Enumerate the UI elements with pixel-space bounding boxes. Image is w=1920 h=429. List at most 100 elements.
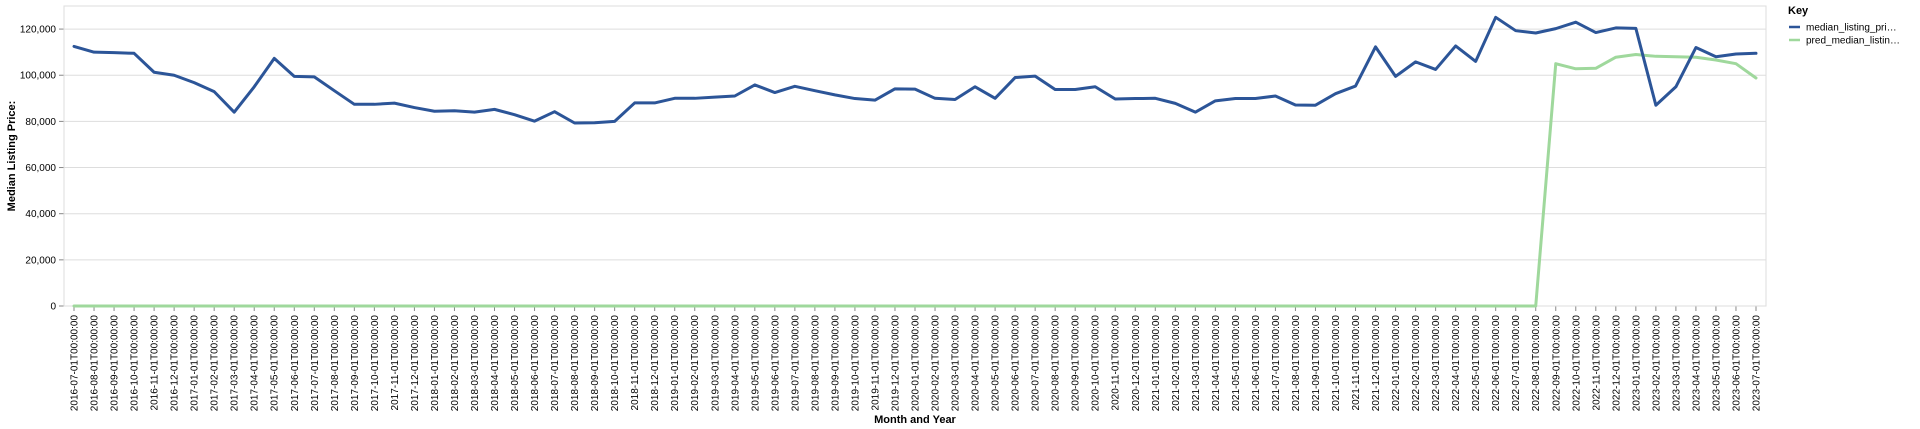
x-tick-label: 2019-04-01T00:00:00	[730, 315, 741, 412]
x-tick-label: 2020-12-01T00:00:00	[1131, 315, 1142, 412]
x-tick-label: 2022-04-01T00:00:00	[1451, 315, 1462, 412]
x-tick-label: 2019-05-01T00:00:00	[750, 315, 761, 412]
legend-label: pred_median_listin…	[1806, 36, 1900, 47]
x-tick-label: 2016-11-01T00:00:00	[150, 315, 161, 411]
x-tick-label: 2022-07-01T00:00:00	[1511, 315, 1522, 412]
x-tick-label: 2016-12-01T00:00:00	[170, 315, 181, 412]
x-tick-label: 2017-08-01T00:00:00	[330, 315, 341, 412]
x-tick-label: 2021-04-01T00:00:00	[1211, 315, 1222, 412]
plot-frame	[63, 5, 1767, 307]
x-tick-label: 2020-07-01T00:00:00	[1031, 315, 1042, 412]
x-tick-label: 2022-10-01T00:00:00	[1571, 315, 1582, 412]
x-tick-label: 2020-03-01T00:00:00	[951, 315, 962, 412]
x-tick-label: 2020-02-01T00:00:00	[931, 315, 942, 412]
x-tick-label: 2022-03-01T00:00:00	[1431, 315, 1442, 412]
x-tick-label: 2022-11-01T00:00:00	[1591, 315, 1602, 411]
x-tick-label: 2020-11-01T00:00:00	[1111, 315, 1122, 411]
x-tick-label: 2021-05-01T00:00:00	[1231, 315, 1242, 412]
x-tick-label: 2022-09-01T00:00:00	[1551, 315, 1562, 412]
x-tick-label: 2021-11-01T00:00:00	[1351, 315, 1362, 411]
y-tick-label: 120,000	[20, 25, 57, 36]
x-tick-label: 2021-02-01T00:00:00	[1171, 315, 1182, 412]
x-tick-label: 2022-06-01T00:00:00	[1491, 315, 1502, 412]
x-axis-title: Month and Year	[874, 414, 956, 426]
x-tick-label: 2023-07-01T00:00:00	[1751, 315, 1762, 412]
x-tick-label: 2021-01-01T00:00:00	[1151, 315, 1162, 412]
x-tick-label: 2017-07-01T00:00:00	[310, 315, 321, 412]
y-tick-label: 100,000	[20, 71, 57, 82]
x-tick-label: 2019-08-01T00:00:00	[810, 315, 821, 412]
x-tick-label: 2021-03-01T00:00:00	[1191, 315, 1202, 412]
legend-label: median_listing_pri…	[1806, 23, 1897, 34]
x-tick-label: 2019-09-01T00:00:00	[830, 315, 841, 412]
x-tick-label: 2022-01-01T00:00:00	[1391, 315, 1402, 412]
x-tick-label: 2018-10-01T00:00:00	[610, 315, 621, 412]
x-tick-label: 2018-07-01T00:00:00	[550, 315, 561, 412]
x-tick-label: 2019-01-01T00:00:00	[670, 315, 681, 412]
x-tick-label: 2021-06-01T00:00:00	[1251, 315, 1262, 412]
x-tick-label: 2021-07-01T00:00:00	[1271, 315, 1282, 412]
x-tick-label: 2019-03-01T00:00:00	[710, 315, 721, 412]
x-tick-label: 2020-04-01T00:00:00	[971, 315, 982, 412]
x-tick-label: 2016-08-01T00:00:00	[90, 315, 101, 412]
x-tick-label: 2020-05-01T00:00:00	[991, 315, 1002, 412]
x-tick-label: 2017-01-01T00:00:00	[190, 315, 201, 412]
x-axis: 2016-07-01T00:00:00 2016-08-01T00:00:00 20…	[64, 305, 1766, 412]
x-tick-label: 2023-03-01T00:00:00	[1671, 315, 1682, 412]
x-tick-label: 2019-12-01T00:00:00	[890, 315, 901, 412]
x-tick-label: 2016-09-01T00:00:00	[110, 315, 121, 412]
x-tick-label: 2023-05-01T00:00:00	[1711, 315, 1722, 412]
series-line	[72, 15, 1758, 125]
x-tick-label: 2022-08-01T00:00:00	[1531, 315, 1542, 412]
x-tick-label: 2018-03-01T00:00:00	[470, 315, 481, 412]
grid-lines	[64, 28, 1766, 307]
x-tick-label: 2021-10-01T00:00:00	[1331, 315, 1342, 412]
x-tick-label: 2023-01-01T00:00:00	[1631, 315, 1642, 412]
x-tick-label: 2017-12-01T00:00:00	[410, 315, 421, 412]
x-tick-label: 2018-05-01T00:00:00	[510, 315, 521, 412]
x-tick-label: 2021-09-01T00:00:00	[1311, 315, 1322, 412]
x-tick-label: 2018-12-01T00:00:00	[650, 315, 661, 412]
x-tick-label: 2018-04-01T00:00:00	[490, 315, 501, 412]
x-tick-label: 2018-06-01T00:00:00	[530, 315, 541, 412]
legend-title: Key	[1788, 5, 1809, 17]
x-tick-label: 2019-02-01T00:00:00	[690, 315, 701, 412]
x-tick-label: 2020-10-01T00:00:00	[1091, 315, 1102, 412]
x-tick-label: 2019-06-01T00:00:00	[770, 315, 781, 412]
x-tick-label: 2016-07-01T00:00:00	[70, 315, 81, 412]
x-tick-label: 2020-09-01T00:00:00	[1071, 315, 1082, 412]
legend: Key median_listing_pri… pred_median_listi…	[1788, 5, 1900, 47]
x-tick-label: 2018-01-01T00:00:00	[430, 315, 441, 412]
x-tick-label: 2018-11-01T00:00:00	[630, 315, 641, 411]
x-tick-label: 2017-03-01T00:00:00	[230, 315, 241, 412]
x-tick-label: 2018-08-01T00:00:00	[570, 315, 581, 412]
x-tick-label: 2020-01-01T00:00:00	[911, 315, 922, 412]
x-tick-label: 2022-02-01T00:00:00	[1411, 315, 1422, 412]
y-tick-label: 60,000	[25, 163, 56, 174]
x-tick-label: 2023-02-01T00:00:00	[1651, 315, 1662, 412]
y-tick-label: 40,000	[25, 209, 56, 220]
y-tick-label: 0	[50, 302, 56, 313]
x-tick-label: 2018-02-01T00:00:00	[450, 315, 461, 412]
x-tick-label: 2019-07-01T00:00:00	[790, 315, 801, 412]
x-tick-label: 2017-09-01T00:00:00	[350, 315, 361, 412]
x-tick-label: 2018-09-01T00:00:00	[590, 315, 601, 412]
y-tick-label: 80,000	[25, 117, 56, 128]
x-tick-label: 2017-05-01T00:00:00	[270, 315, 281, 412]
x-tick-label: 2017-10-01T00:00:00	[370, 315, 381, 412]
x-tick-label: 2022-05-01T00:00:00	[1471, 315, 1482, 412]
x-tick-label: 2016-10-01T00:00:00	[130, 315, 141, 412]
x-tick-label: 2021-12-01T00:00:00	[1371, 315, 1382, 412]
y-tick-label: 20,000	[25, 255, 56, 266]
x-tick-label: 2023-06-01T00:00:00	[1731, 315, 1742, 412]
x-tick-label: 2021-08-01T00:00:00	[1291, 315, 1302, 412]
x-tick-label: 2023-04-01T00:00:00	[1691, 315, 1702, 412]
x-tick-label: 2019-11-01T00:00:00	[870, 315, 881, 411]
series-lines	[72, 15, 1758, 308]
x-tick-label: 2017-06-01T00:00:00	[290, 315, 301, 412]
x-tick-label: 2019-10-01T00:00:00	[850, 315, 861, 412]
x-tick-label: 2017-11-01T00:00:00	[390, 315, 401, 411]
x-tick-label: 2017-04-01T00:00:00	[250, 315, 261, 412]
y-axis: 0 20,000 40,000 60,000 80,000 100,000 120,000	[20, 6, 65, 313]
